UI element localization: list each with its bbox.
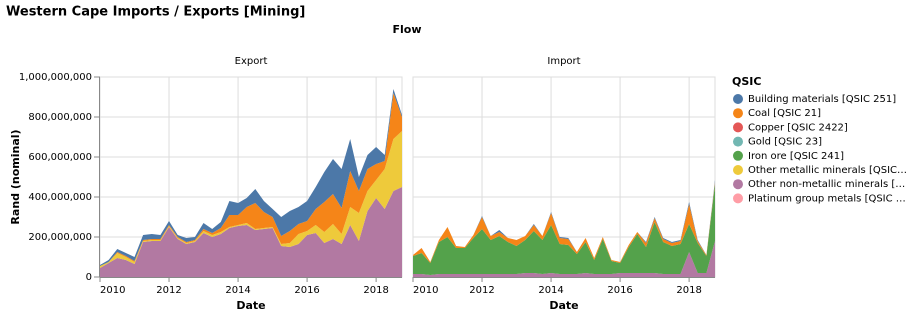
legend-label: Coal [QSIC 21] (748, 108, 821, 119)
legend-label: Copper [QSIC 2422] (748, 122, 848, 133)
legend-label: Other non-metallic minerals [… (748, 179, 905, 190)
x-tick-label: 2018 (676, 285, 701, 296)
x-tick-label: 2012 (156, 285, 181, 296)
area (100, 131, 402, 268)
x-tick-label: 2010 (413, 285, 438, 296)
y-tick-label: 800,000,000 (28, 112, 92, 123)
y-tick-label: 400,000,000 (28, 192, 92, 203)
x-tick-label: 2014 (225, 285, 250, 296)
legend-swatch (733, 165, 743, 175)
legend-label: Other metallic minerals [QSIC… (748, 165, 907, 176)
area (100, 93, 402, 266)
legend-label: Iron ore [QSIC 241] (748, 151, 844, 162)
legend-swatch (733, 122, 743, 133)
legend-label: Platinum group metals [QSIC … (748, 193, 906, 204)
x-tick-label: 2010 (100, 285, 125, 296)
y-tick-label: 1,000,000,000 (19, 72, 92, 83)
facet-title: Export (235, 56, 268, 67)
y-tick-label: 200,000,000 (28, 232, 92, 243)
legend-swatch (733, 94, 743, 104)
x-tick-label: 2014 (538, 285, 563, 296)
legend-label: Gold [QSIC 23] (748, 137, 822, 148)
x-tick-label: 2018 (363, 285, 388, 296)
facet-title: Import (547, 56, 580, 67)
area (100, 187, 402, 277)
legend-swatch (733, 193, 743, 204)
chart-title: Western Cape Imports / Exports [Mining] (6, 5, 305, 20)
area (413, 241, 715, 277)
area (413, 184, 715, 275)
x-axis-label: Date (236, 299, 265, 312)
legend-title: QSIC (732, 75, 761, 88)
legend-swatch (733, 179, 743, 190)
x-tick-label: 2012 (469, 285, 494, 296)
legend-swatch (733, 108, 743, 119)
legend-label: Building materials [QSIC 251] (748, 94, 896, 105)
legend-swatch (733, 136, 743, 147)
column-title: Flow (392, 23, 421, 36)
x-axis-label: Date (549, 299, 578, 312)
x-tick-label: 2016 (607, 285, 632, 296)
y-tick-label: 0 (86, 272, 92, 283)
x-tick-label: 2016 (294, 285, 319, 296)
legend-swatch (733, 150, 743, 161)
area (100, 89, 402, 266)
y-axis-label: Rand (nominal) (9, 129, 22, 224)
y-tick-label: 600,000,000 (28, 152, 92, 163)
